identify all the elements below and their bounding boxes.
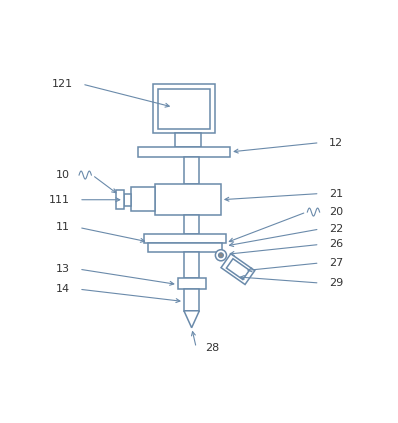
Polygon shape xyxy=(184,311,199,328)
Bar xyxy=(175,133,201,147)
Text: 28: 28 xyxy=(205,343,220,353)
Polygon shape xyxy=(221,254,255,285)
Bar xyxy=(158,89,210,129)
Bar xyxy=(154,184,221,215)
Text: 29: 29 xyxy=(329,278,343,288)
Bar xyxy=(184,215,199,233)
Text: 20: 20 xyxy=(329,207,343,217)
Bar xyxy=(184,252,199,278)
Text: 12: 12 xyxy=(329,137,343,148)
Text: 14: 14 xyxy=(56,284,70,294)
Text: 121: 121 xyxy=(52,79,73,89)
Text: 11: 11 xyxy=(56,222,70,233)
Bar xyxy=(124,194,131,206)
Text: 27: 27 xyxy=(329,258,343,268)
Circle shape xyxy=(215,250,226,261)
Text: 10: 10 xyxy=(56,170,70,180)
Bar xyxy=(138,147,230,157)
Polygon shape xyxy=(226,259,250,280)
Text: 21: 21 xyxy=(329,189,343,198)
Text: 22: 22 xyxy=(329,224,343,234)
Text: 13: 13 xyxy=(56,264,70,274)
Circle shape xyxy=(219,253,223,258)
Bar xyxy=(116,190,124,209)
Bar xyxy=(184,289,199,311)
Bar xyxy=(131,187,154,211)
Bar xyxy=(153,84,215,133)
Bar xyxy=(144,233,226,243)
Text: 26: 26 xyxy=(329,239,343,250)
Bar xyxy=(184,157,199,184)
Bar xyxy=(178,278,205,289)
Bar xyxy=(148,243,222,252)
Text: 111: 111 xyxy=(49,195,70,205)
